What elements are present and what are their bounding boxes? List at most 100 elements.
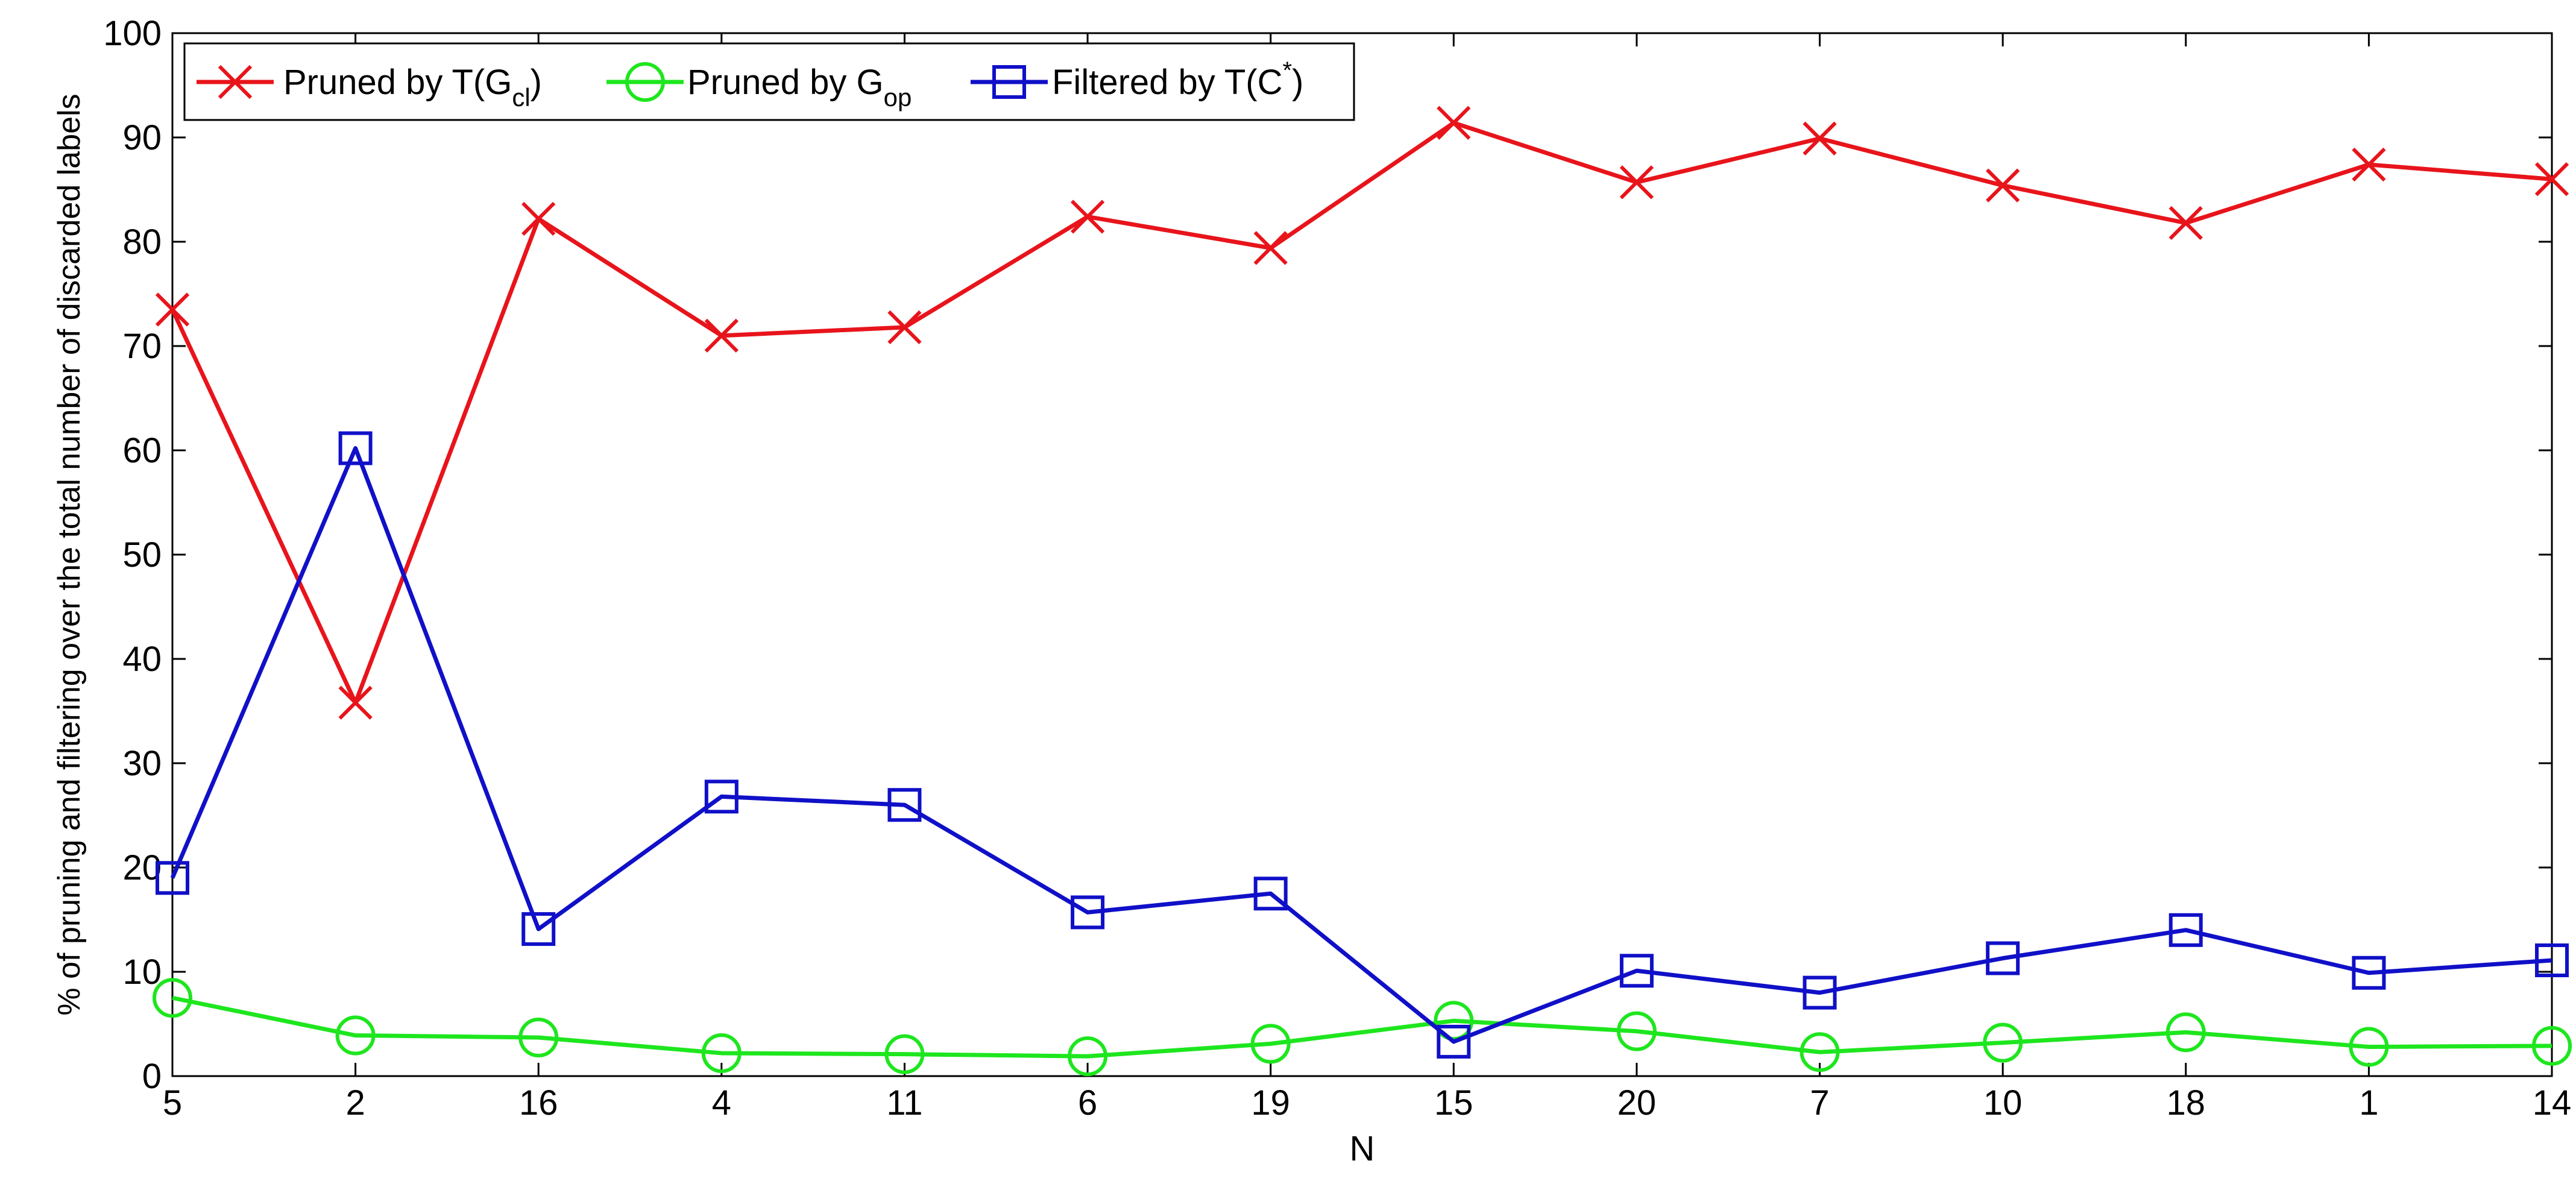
data-point (1983, 1022, 2023, 1063)
marker-stroke (2168, 206, 2203, 240)
data-point (1071, 895, 1105, 930)
marker-stroke (887, 310, 922, 344)
data-point (518, 1017, 559, 1057)
marker-stroke (218, 65, 253, 99)
legend-label: Pruned by Gop (687, 63, 912, 112)
data-point (1253, 231, 1288, 265)
x-tick-label: 15 (1434, 1083, 1473, 1123)
data-point (704, 779, 738, 814)
x-axis-label: N (1350, 1129, 1375, 1168)
data-point (1070, 200, 1105, 234)
data-point (153, 978, 192, 1018)
marker-stroke (704, 318, 738, 353)
legend-marker (625, 62, 665, 102)
y-tick-label: 90 (122, 118, 162, 157)
data-point (1437, 1024, 1471, 1059)
y-tick-label: 100 (103, 14, 162, 53)
legend-entry: Pruned by T(Gcl) (197, 63, 542, 112)
y-tick-label: 50 (122, 535, 162, 575)
data-point (2168, 913, 2203, 947)
y-tick-label: 30 (122, 744, 162, 783)
x-tick-label: 16 (519, 1083, 558, 1123)
series-circle (153, 978, 2572, 1077)
x-tick-label: 6 (1078, 1083, 1097, 1123)
series-line (172, 995, 2552, 1059)
x-tick-label: 20 (1617, 1083, 1657, 1123)
data-point (1619, 954, 1654, 988)
data-point (335, 1015, 376, 1056)
legend-box (183, 42, 1355, 121)
data-point (1986, 941, 2020, 975)
y-tick-label: 80 (122, 222, 162, 262)
data-point (2168, 206, 2203, 240)
data-point (1434, 1001, 1474, 1041)
series-line (170, 121, 2552, 705)
data-point (1250, 1024, 1291, 1064)
data-point (2352, 147, 2386, 182)
x-tick-label: 4 (712, 1083, 731, 1123)
legend-label: Pruned by T(Gcl) (283, 63, 542, 112)
series-x (155, 105, 2569, 720)
x-tick-label: 19 (1251, 1083, 1290, 1123)
marker-stroke (1437, 105, 1471, 140)
data-point (1437, 105, 1471, 140)
data-point (884, 1034, 925, 1074)
legend-marker (992, 65, 1026, 99)
data-point (2165, 1012, 2206, 1053)
series-line (170, 446, 2552, 1044)
data-point (521, 201, 556, 236)
axes: 0 10 20 30 40 50 60 70 80 90 100 5 2 16 4 11 6 19 15 20 7 10 1… (103, 14, 2571, 1123)
data-point (1619, 165, 1654, 200)
data-point (704, 318, 738, 353)
data-point (2532, 1025, 2572, 1066)
data-point (1800, 1032, 1840, 1072)
data-point (701, 1033, 742, 1073)
x-tick-label: 1 (2359, 1083, 2378, 1123)
legend: Pruned by T(Gcl) Pruned by Gop Filtered by… (183, 42, 1355, 121)
marker-stroke (1803, 121, 1837, 156)
marker-stroke (1253, 231, 1288, 265)
y-tick-label: 40 (122, 640, 162, 679)
legend-entry: Filtered by T(C*) (971, 57, 1303, 102)
marker-stroke (338, 685, 373, 720)
x-tick-label: 11 (886, 1083, 922, 1123)
data-point (155, 292, 190, 327)
y-tick-label: 0 (142, 1057, 162, 1096)
data-point (887, 788, 922, 822)
y-tick-label: 70 (122, 327, 162, 366)
data-point (1616, 1011, 1657, 1051)
data-point (2535, 943, 2569, 977)
data-point (1986, 168, 2020, 203)
data-point (2534, 162, 2569, 197)
marker-stroke (2352, 147, 2386, 182)
data-point (887, 310, 922, 344)
y-tick-label: 10 (122, 953, 162, 992)
legend-entry: Pruned by Gop (606, 62, 912, 112)
data-point (1803, 121, 1837, 156)
y-tick-label: 60 (122, 431, 162, 470)
data-point (1803, 975, 1837, 1010)
data-point (1068, 1036, 1108, 1077)
y-tick-label: 20 (122, 848, 162, 887)
data-point (2349, 1027, 2389, 1067)
x-tick-label: 2 (345, 1083, 365, 1123)
marker-stroke (1619, 165, 1654, 200)
series-square (156, 431, 2569, 1059)
legend-label: Filtered by T(C*) (1052, 57, 1303, 102)
data-point (1253, 877, 1288, 911)
marker-stroke (2534, 162, 2569, 197)
data-point (2352, 956, 2386, 990)
series-layer (153, 105, 2572, 1077)
x-tick-label: 14 (2533, 1083, 2572, 1123)
x-tick-label: 5 (163, 1083, 182, 1123)
marker-stroke (155, 292, 190, 327)
y-axis-label: % of pruning and filtering over the tota… (52, 93, 87, 1015)
data-point (156, 861, 189, 895)
x-tick-label: 18 (2167, 1083, 2206, 1123)
marker-stroke (521, 201, 556, 236)
data-point (521, 912, 556, 946)
x-tick-label: 10 (1983, 1083, 2023, 1123)
x-tick-label: 7 (1810, 1083, 1829, 1123)
marker-stroke (1070, 200, 1105, 234)
